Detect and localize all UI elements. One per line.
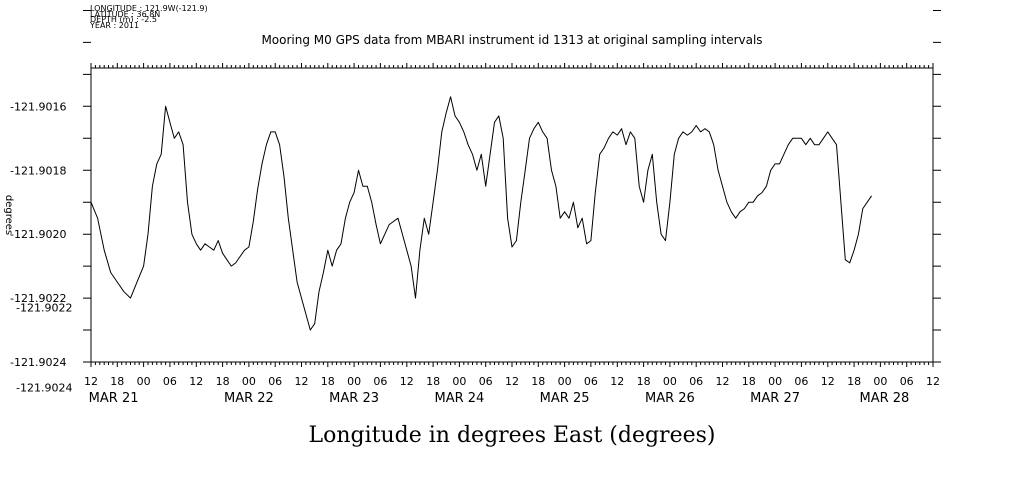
x-tick-label: 18 [637, 375, 651, 388]
chart-title: Mooring M0 GPS data from MBARI instrumen… [261, 33, 762, 47]
x-day-label: MAR 28 [859, 391, 909, 406]
x-tick-label: 18 [531, 375, 545, 388]
x-day-label: MAR 21 [89, 391, 139, 406]
x-tick-label: 00 [137, 375, 151, 388]
x-tick-label: 18 [321, 375, 335, 388]
x-tick-label: 06 [373, 375, 387, 388]
header-latitude: LATITUDE : 36.8N [90, 10, 160, 19]
x-tick-label: 18 [742, 375, 756, 388]
tick-layer [83, 10, 941, 367]
series-layer [90, 96, 873, 331]
x-tick-label: 00 [558, 375, 572, 388]
x-tick-label: 06 [584, 375, 598, 388]
x-axis-label: Longitude in degrees East (degrees) [309, 423, 716, 448]
x-tick-label: 18 [426, 375, 440, 388]
x-tick-label: 00 [873, 375, 887, 388]
y-tick-labels: -121.9016-121.9018-121.9020-121.9022-121… [10, 100, 72, 394]
series-line-0 [90, 96, 873, 331]
x-tick-label: 18 [110, 375, 124, 388]
x-tick-label: 12 [716, 375, 730, 388]
y-tick-label: -121.9018 [10, 164, 66, 177]
header-year: YEAR : 2011 [89, 21, 139, 30]
x-tick-label: 12 [610, 375, 624, 388]
x-tick-label: 12 [505, 375, 519, 388]
x-tick-label: 00 [663, 375, 677, 388]
y-tick-label: -121.9022 [10, 292, 66, 305]
x-day-label: MAR 23 [329, 391, 379, 406]
x-tick-label: 18 [216, 375, 230, 388]
x-day-label: MAR 26 [645, 391, 695, 406]
x-tick-label: 12 [400, 375, 414, 388]
x-tick-label: 12 [926, 375, 940, 388]
x-tick-label: 00 [768, 375, 782, 388]
x-tick-label: 06 [163, 375, 177, 388]
x-tick-label: 18 [847, 375, 861, 388]
y-tick-label: -121.9016 [10, 100, 66, 113]
y-axis-label: degrees [3, 195, 14, 235]
x-day-label: MAR 25 [540, 391, 590, 406]
header-depth: DEPTH (m) : -2.5 [90, 15, 157, 24]
header-longitude: LONGITUDE : 121.9W(-121.9) [90, 4, 208, 13]
y-tick-label: -121.9024 [10, 356, 66, 369]
x-tick-label: 06 [689, 375, 703, 388]
x-day-label: MAR 22 [224, 391, 274, 406]
x-tick-label: 06 [794, 375, 808, 388]
x-tick-label: 06 [268, 375, 282, 388]
y-tick-label-overlap: -121.9022 [16, 302, 72, 315]
x-tick-label: 06 [900, 375, 914, 388]
header-info: LONGITUDE : 121.9W(-121.9) LATITUDE : 36… [89, 4, 208, 30]
x-day-label: MAR 27 [750, 391, 800, 406]
x-minor-ticks [90, 63, 934, 367]
x-tick-label: 12 [84, 375, 98, 388]
x-tick-label: 12 [189, 375, 203, 388]
x-tick-label: 00 [347, 375, 361, 388]
x-tick-label: 06 [479, 375, 493, 388]
x-tick-labels: 12 18 00 06 12 18 00 06 12 18 00 06 12 18 00 06 12 18 00 06… [84, 375, 940, 406]
y-tick-label: -121.9020 [10, 228, 66, 241]
plot-frame [90, 67, 934, 363]
y-tick-label-overlap: -121.9024 [16, 382, 72, 395]
y-ticks [83, 10, 941, 363]
x-day-label: MAR 24 [434, 391, 484, 406]
x-tick-label: 12 [821, 375, 835, 388]
x-tick-label: 12 [295, 375, 309, 388]
x-tick-label: 00 [452, 375, 466, 388]
x-tick-label: 00 [242, 375, 256, 388]
